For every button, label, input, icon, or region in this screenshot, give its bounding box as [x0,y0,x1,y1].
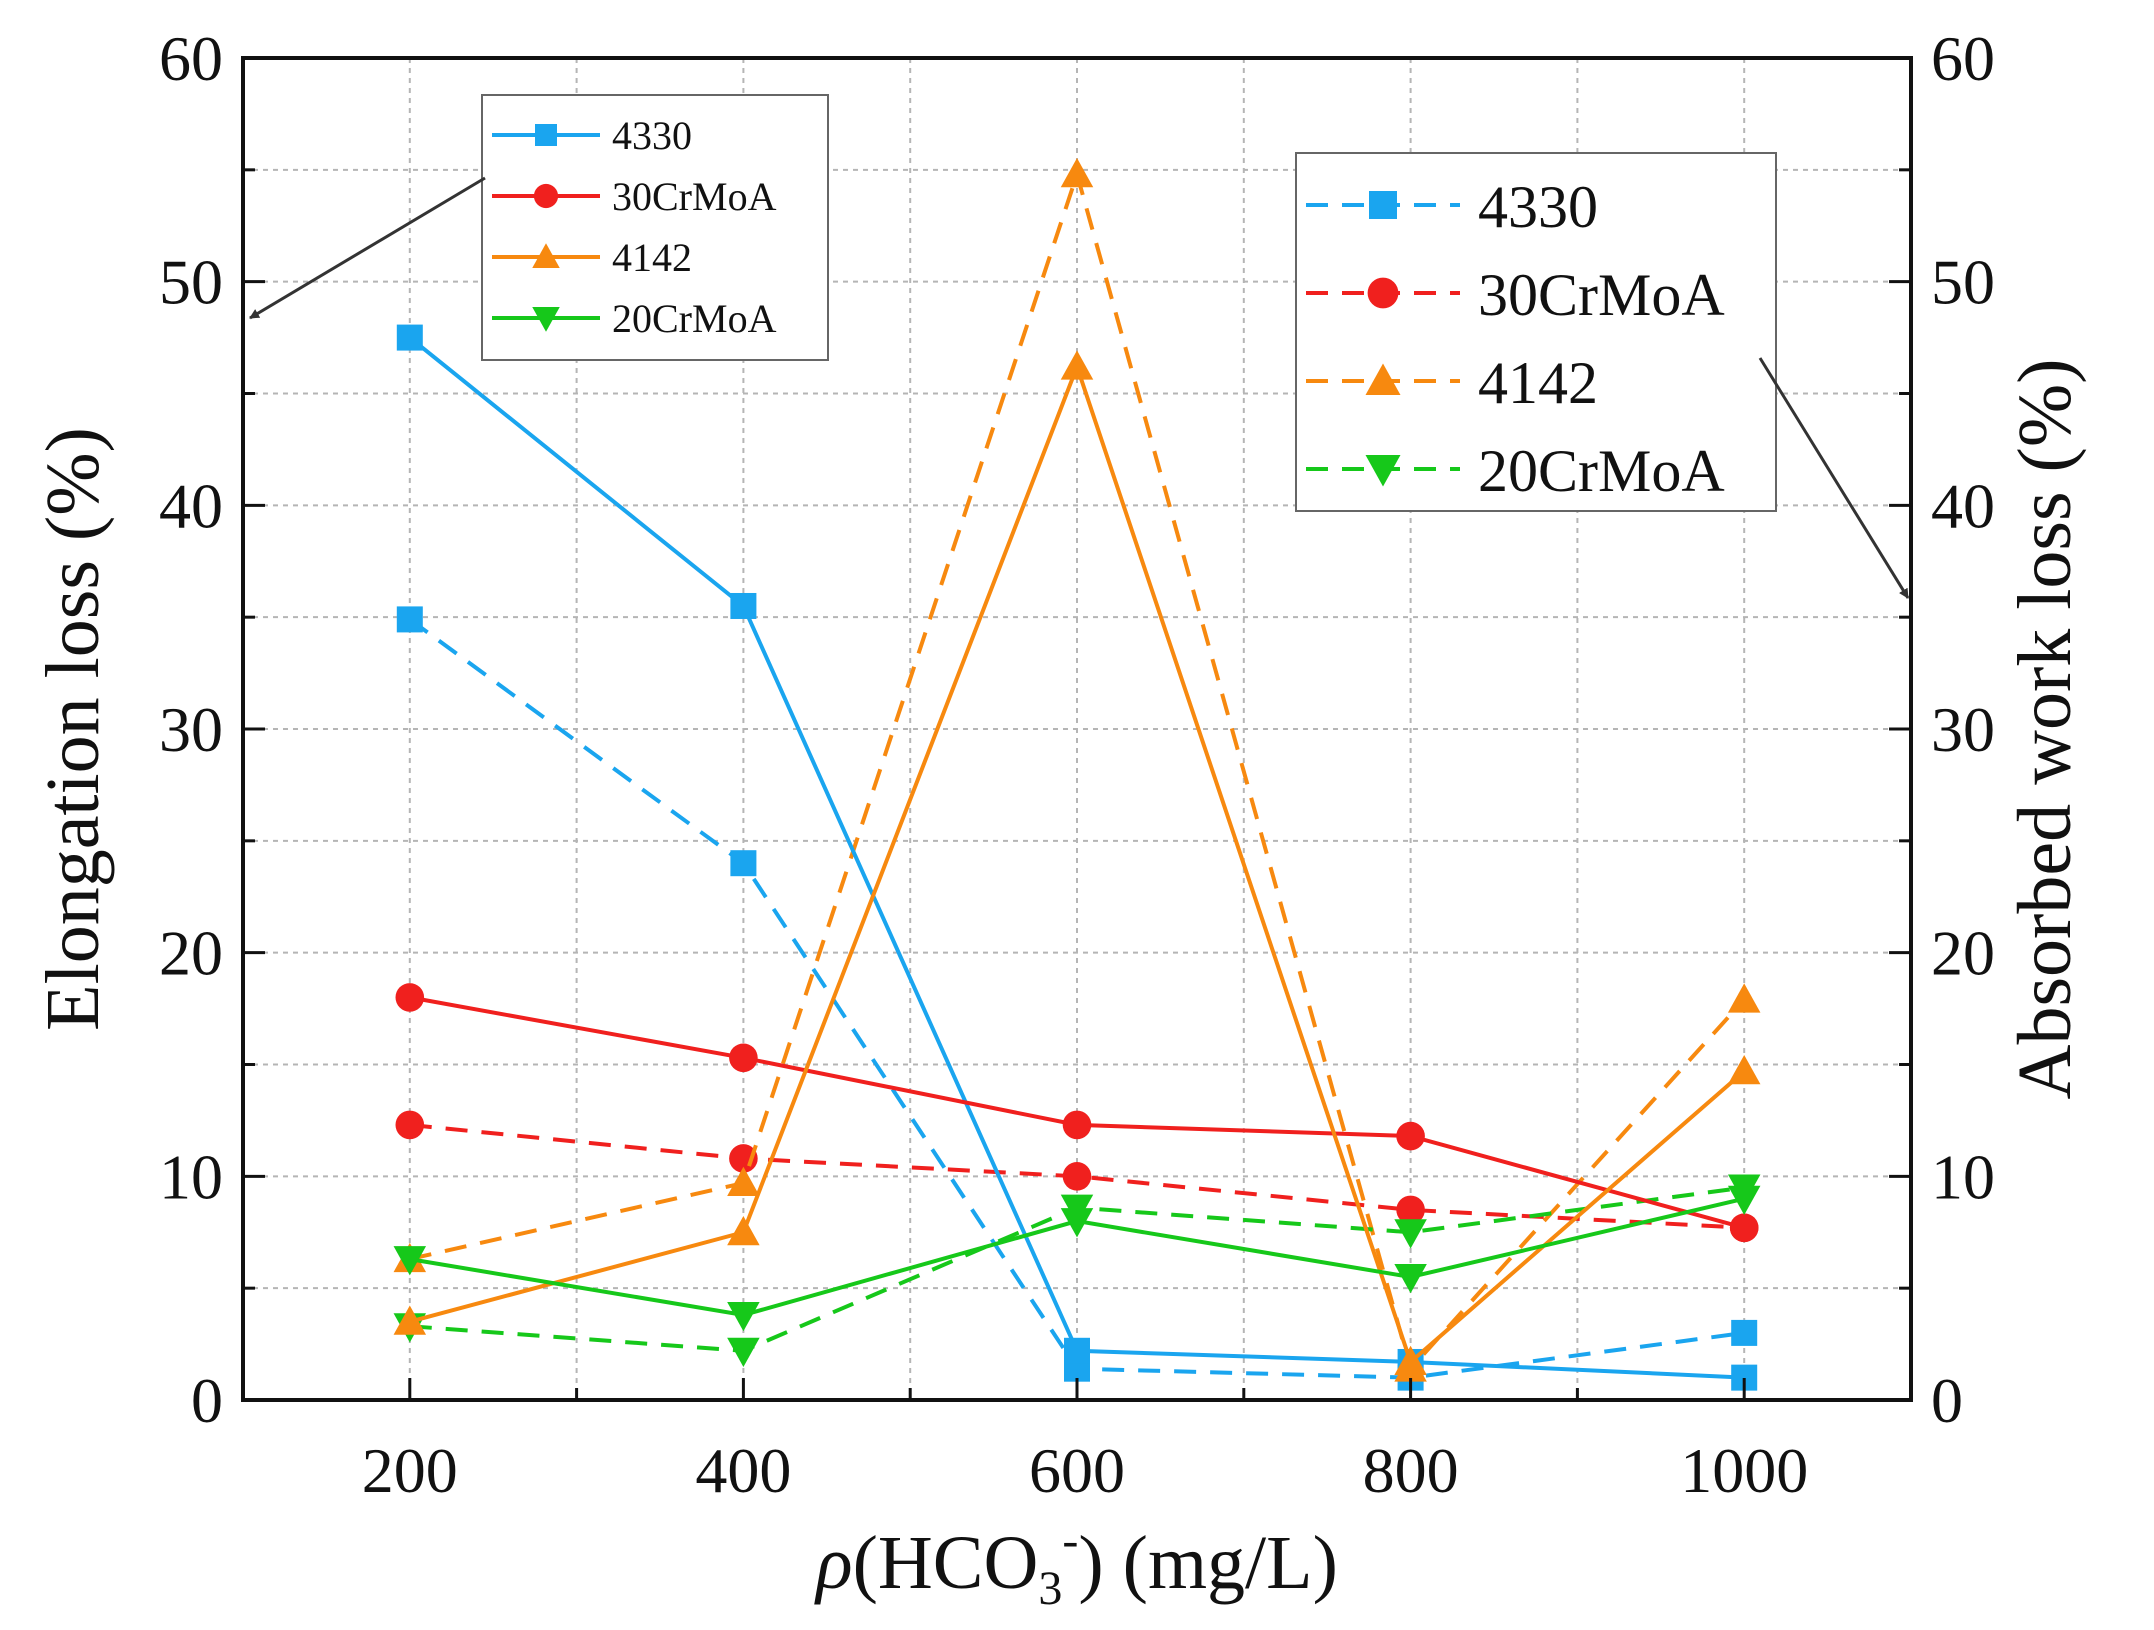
data-point-4142-right [727,1166,760,1197]
y-tick-label-left: 60 [159,23,223,94]
data-point-30crmoa-left [395,983,425,1012]
data-point-4142-right [1060,158,1094,188]
legend-right-marker-4330 [1369,191,1397,219]
data-point-4330-right [730,850,757,877]
y-tick-label-left: 50 [159,247,223,318]
data-point-4142-left [1060,350,1094,380]
data-point-30crmoa-left [1396,1121,1425,1151]
legend-right-marker-30crmoa [1367,277,1399,309]
left-axis-pointer-arrow [249,176,486,320]
series-30crmoa-left [395,983,1759,1243]
y-tick-label-right: 30 [1931,694,1995,765]
data-point-30crmoa-left [1062,1110,1092,1140]
legend-right-marker-20crmoa [1365,455,1401,487]
legend-right-label-20crmoa: 20CrMoA [1478,438,1725,504]
legend-left-marker-4330 [535,124,557,146]
right-axis-pointer-arrow [1758,357,1910,599]
x-axis-title-rho: ρ [814,1521,852,1605]
x-axis-title-sup: - [1062,1514,1078,1567]
series-20crmoa-left [393,1185,1761,1332]
data-point-4330-left [396,324,423,351]
data-point-4330-left [1064,1337,1090,1364]
x-tick-label: 1000 [1680,1435,1808,1506]
y-tick-label-right: 60 [1931,23,1995,94]
data-point-20crmoa-left [1060,1208,1094,1238]
y-tick-label-left: 10 [159,1141,223,1212]
x-tick-label: 400 [695,1435,791,1506]
y-tick-label-right: 40 [1931,470,1995,541]
y-tick-label-left: 30 [159,694,223,765]
y-axis-title-right: Absorbed work loss (%) [2003,359,2087,1100]
data-point-4142-left [393,1305,427,1335]
data-point-4142-left [1727,1054,1761,1085]
x-axis-title: ρ(HCO3-) (mg/L) [814,1514,1338,1615]
tick-layer: 200 400 600 800 1000 0 0 10 10 20 20 30 30 40 40 50 50 60… [159,23,1995,1506]
y-tick-label-right: 50 [1931,247,1995,318]
data-point-30crmoa-right [1062,1162,1092,1191]
data-point-30crmoa-right [395,1110,425,1140]
x-axis-title-open: (HCO [853,1521,1039,1605]
x-axis-title-sub: 3 [1038,1562,1062,1615]
legend-left-label-20crmoa: 20CrMoA [612,296,777,341]
data-point-20crmoa-right [1394,1219,1427,1249]
data-point-4142-right [1727,983,1761,1013]
y-tick-label-left: 40 [159,470,223,541]
x-tick-label: 600 [1029,1435,1125,1506]
data-point-20crmoa-right [727,1337,760,1368]
legend-right-marker-4142 [1365,363,1401,395]
legend-right-label-30crmoa: 30CrMoA [1478,262,1725,328]
legend-right: 4330 30CrMoA 4142 20CrMoA [1295,152,1777,512]
legend-left-items: 4330 30CrMoA 4142 20CrMoA [492,113,777,341]
series-layer [393,158,1761,1391]
data-point-20crmoa-left [393,1246,427,1276]
y-tick-label-left: 20 [159,918,223,989]
data-point-30crmoa-right [1396,1195,1425,1225]
x-axis-title-close: ) (mg/L) [1078,1521,1338,1605]
data-point-20crmoa-left [1394,1263,1427,1294]
legend-left: 4330 30CrMoA 4142 20CrMoA [481,94,829,361]
y-tick-label-left: 0 [191,1365,223,1436]
legend-left-marker-4142 [532,243,560,268]
legend-left-label-4330: 4330 [612,113,692,158]
y-axis-title-left: Elongation loss (%) [31,427,115,1031]
x-tick-label: 200 [362,1435,458,1506]
data-point-4330-right [396,606,423,633]
y-tick-label-right: 10 [1931,1141,1995,1212]
legend-left-marker-30crmoa [533,183,559,209]
legend-left-label-30crmoa: 30CrMoA [612,174,777,219]
series-4142-left [393,350,1761,1375]
y-tick-label-right: 0 [1931,1365,1963,1436]
y-tick-label-right: 20 [1931,918,1995,989]
legend-right-label-4330: 4330 [1478,174,1598,240]
data-point-4330-left [730,592,757,619]
data-point-4142-left [1394,1345,1427,1375]
data-point-4142-left [727,1216,760,1246]
legend-left-label-4142: 4142 [612,235,692,280]
legend-left-marker-20crmoa [532,307,560,332]
data-point-30crmoa-left [729,1043,758,1073]
data-point-30crmoa-left [1729,1213,1759,1243]
legend-right-items: 4330 30CrMoA 4142 20CrMoA [1306,174,1725,504]
data-point-20crmoa-left [727,1302,760,1332]
legend-right-label-4142: 4142 [1478,350,1598,416]
x-tick-label: 800 [1363,1435,1459,1506]
data-point-20crmoa-left [1727,1185,1761,1215]
data-point-4330-right [1731,1319,1758,1346]
